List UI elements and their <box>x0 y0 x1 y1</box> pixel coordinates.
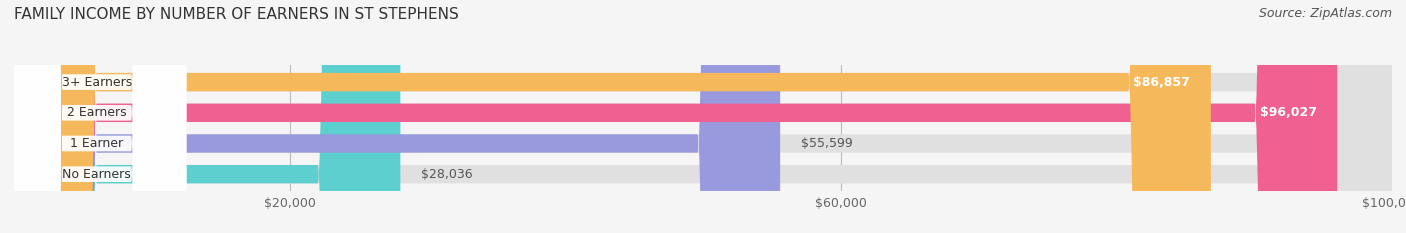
Text: $86,857: $86,857 <box>1133 76 1189 89</box>
FancyBboxPatch shape <box>14 0 780 233</box>
Text: $55,599: $55,599 <box>801 137 852 150</box>
FancyBboxPatch shape <box>14 0 1392 233</box>
Text: $28,036: $28,036 <box>420 168 472 181</box>
Text: 2 Earners: 2 Earners <box>67 106 127 119</box>
FancyBboxPatch shape <box>7 0 187 233</box>
FancyBboxPatch shape <box>14 0 1392 233</box>
Text: Source: ZipAtlas.com: Source: ZipAtlas.com <box>1258 7 1392 20</box>
Text: FAMILY INCOME BY NUMBER OF EARNERS IN ST STEPHENS: FAMILY INCOME BY NUMBER OF EARNERS IN ST… <box>14 7 458 22</box>
FancyBboxPatch shape <box>14 0 401 233</box>
FancyBboxPatch shape <box>7 0 187 233</box>
FancyBboxPatch shape <box>7 0 187 233</box>
Text: No Earners: No Earners <box>62 168 131 181</box>
FancyBboxPatch shape <box>14 0 1337 233</box>
Text: 1 Earner: 1 Earner <box>70 137 124 150</box>
FancyBboxPatch shape <box>14 0 1211 233</box>
FancyBboxPatch shape <box>7 0 187 233</box>
Text: 3+ Earners: 3+ Earners <box>62 76 132 89</box>
Text: $96,027: $96,027 <box>1260 106 1316 119</box>
FancyBboxPatch shape <box>14 0 1392 233</box>
FancyBboxPatch shape <box>14 0 1392 233</box>
